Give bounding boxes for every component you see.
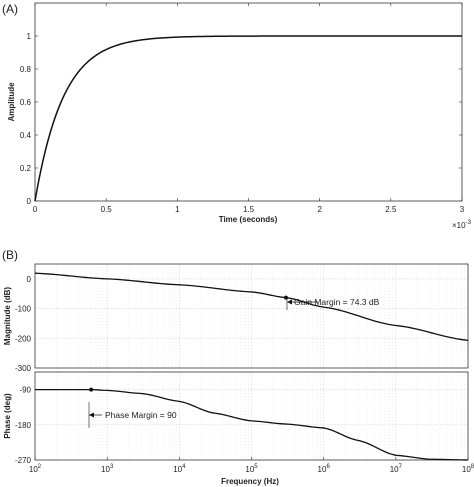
magnitude-y-tick-label: 0 (27, 275, 32, 284)
magnitude-y-tick-label: -100 (15, 305, 32, 314)
magnitude-grid (35, 264, 468, 368)
frequency-x-tick-label: 107 (390, 464, 403, 474)
phase-margin-annotation: Phase Margin = 90 (105, 410, 177, 420)
frequency-tick-base: 10 (245, 465, 254, 474)
step-y-tick-label: 0.8 (20, 65, 32, 74)
frequency-x-tick-label: 106 (318, 464, 331, 474)
step-x-multiplier-exp: -3 (466, 220, 472, 226)
frequency-tick-exponent: 6 (326, 464, 330, 470)
frequency-x-tick-label: 102 (29, 464, 42, 474)
step-x-axis-label: Time (seconds) (219, 215, 278, 224)
frequency-tick-base: 10 (390, 465, 399, 474)
phase-y-tick-label: -90 (19, 386, 31, 395)
frequency-x-axis-label: Frequency (Hz) (221, 477, 279, 486)
step-x-multiplier-base: ×10 (452, 221, 466, 230)
step-ticks: 0 0.5 1 1.5 2 2.5 3 0 0.2 0.4 0.6 0.8 1 (20, 3, 465, 214)
frequency-tick-exponent: 4 (182, 464, 186, 470)
frequency-tick-base: 10 (173, 465, 182, 474)
magnitude-y-axis-label: Magnitude (dB) (3, 287, 12, 346)
step-y-tick-label: 0 (27, 197, 32, 206)
gain-margin-annotation: Gain Margin = 74.3 dB (294, 297, 380, 307)
gain-margin-arrowhead (287, 299, 292, 305)
frequency-x-tick-label: 104 (173, 464, 186, 474)
frequency-tick-exponent: 8 (471, 464, 474, 470)
phase-grid (35, 372, 468, 460)
phase-y-tick-label: -180 (15, 421, 32, 430)
frequency-x-tick-label: 108 (462, 464, 474, 474)
frequency-tick-base: 10 (318, 465, 327, 474)
magnitude-axes-frame (34, 263, 469, 369)
magnitude-y-tick-label: -300 (15, 364, 32, 373)
magnitude-ticks: 0 -100 -200 -300 (15, 275, 32, 373)
phase-y-tick-label: -270 (15, 456, 32, 465)
phase-y-axis-label: Phase (deg) (3, 393, 12, 439)
step-response-line (34, 35, 462, 202)
phase-margin-arrowhead (89, 412, 94, 418)
step-x-tick-label: 0.5 (101, 205, 113, 214)
phase-line (35, 388, 469, 461)
step-x-tick-label: 3 (460, 205, 465, 214)
frequency-tick-base: 10 (462, 465, 471, 474)
step-y-tick-label: 0.4 (20, 131, 32, 140)
magnitude-line (34, 272, 469, 342)
step-y-tick-label: 0.6 (20, 98, 32, 107)
frequency-tick-exponent: 7 (399, 464, 403, 470)
step-x-tick-label: 1.5 (243, 205, 255, 214)
frequency-tick-exponent: 2 (38, 464, 42, 470)
frequency-tick-base: 10 (29, 465, 38, 474)
frequency-tick-base: 10 (101, 465, 110, 474)
step-y-tick-label: 1 (27, 32, 32, 41)
step-y-tick-label: 0.2 (20, 164, 32, 173)
step-response-plot: 0 0.5 1 1.5 2 2.5 3 0 0.2 0.4 0.6 0.8 1 Amplitude Ti… (7, 2, 472, 230)
step-x-tick-label: 2 (317, 205, 322, 214)
magnitude-y-tick-label: -200 (15, 334, 32, 343)
frequency-x-tick-label: 103 (101, 464, 114, 474)
step-x-tick-label: 1 (175, 205, 180, 214)
step-y-axis-label: Amplitude (7, 82, 16, 122)
frequency-tick-exponent: 5 (254, 464, 258, 470)
bode-magnitude-plot: 0 -100 -200 -300 Gain Margin = 74.3 dB Magn… (3, 263, 469, 373)
gain-margin-marker (283, 295, 288, 300)
panel-b-letter: (B) (2, 248, 18, 262)
step-x-multiplier: ×10-3 (452, 220, 472, 230)
phase-margin-marker (89, 387, 94, 392)
frequency-x-tick-label: 105 (245, 464, 258, 474)
step-x-tick-label: 0 (33, 205, 38, 214)
step-x-tick-label: 2.5 (385, 205, 397, 214)
step-axes-frame (34, 2, 463, 202)
panel-a-letter: (A) (2, 2, 18, 16)
frequency-tick-exponent: 3 (110, 464, 114, 470)
